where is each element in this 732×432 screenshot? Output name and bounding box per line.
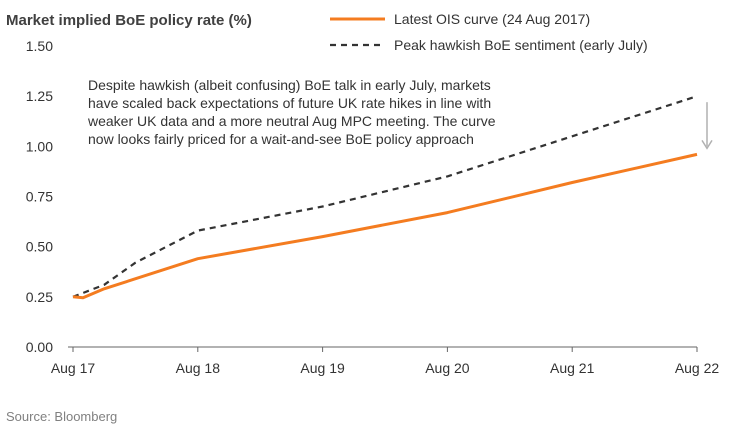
x-tick-label: Aug 17 — [51, 360, 96, 376]
y-tick-label: 0.75 — [26, 189, 53, 205]
annotation: Despite hawkish (albeit confusing) BoE t… — [87, 77, 496, 147]
chart-title: Market implied BoE policy rate (%) — [6, 12, 252, 29]
x-tick-label: Aug 22 — [675, 360, 720, 376]
annotation-line: Despite hawkish (albeit confusing) BoE t… — [88, 77, 491, 93]
y-axis: 0.00 0.25 0.50 0.75 1.00 1.25 1.50 — [26, 38, 53, 355]
x-tick-label: Aug 19 — [300, 360, 345, 376]
annotation-line: now looks fairly priced for a wait-and-s… — [88, 131, 474, 147]
x-tick-label: Aug 18 — [176, 360, 221, 376]
y-tick-label: 0.50 — [26, 239, 53, 255]
y-tick-label: 1.25 — [26, 88, 53, 104]
y-tick-label: 0.25 — [26, 289, 53, 305]
x-tick-label: Aug 21 — [550, 360, 595, 376]
series-line-hawkish — [72, 95, 698, 298]
change-arrow — [701, 102, 713, 150]
source-note: Source: Bloomberg — [6, 409, 117, 424]
x-tick-label: Aug 20 — [425, 360, 470, 376]
annotation-line: have scaled back expectations of future … — [88, 95, 491, 111]
annotation-line: weaker UK data and a more neutral Aug MP… — [87, 113, 496, 129]
y-tick-label: 0.00 — [26, 339, 53, 355]
x-axis: Aug 17 Aug 18 Aug 19 Aug 20 Aug 21 Aug 22 — [51, 347, 720, 376]
legend-label-ois: Latest OIS curve (24 Aug 2017) — [394, 11, 590, 27]
legend-label-hawkish: Peak hawkish BoE sentiment (early July) — [394, 37, 648, 53]
plot-area — [72, 95, 698, 300]
y-tick-label: 1.00 — [26, 138, 53, 154]
arrow-head — [701, 139, 713, 150]
legend: Latest OIS curve (24 Aug 2017) Peak hawk… — [330, 11, 648, 53]
series-line-ois — [72, 152, 698, 300]
y-tick-label: 1.50 — [26, 38, 53, 54]
